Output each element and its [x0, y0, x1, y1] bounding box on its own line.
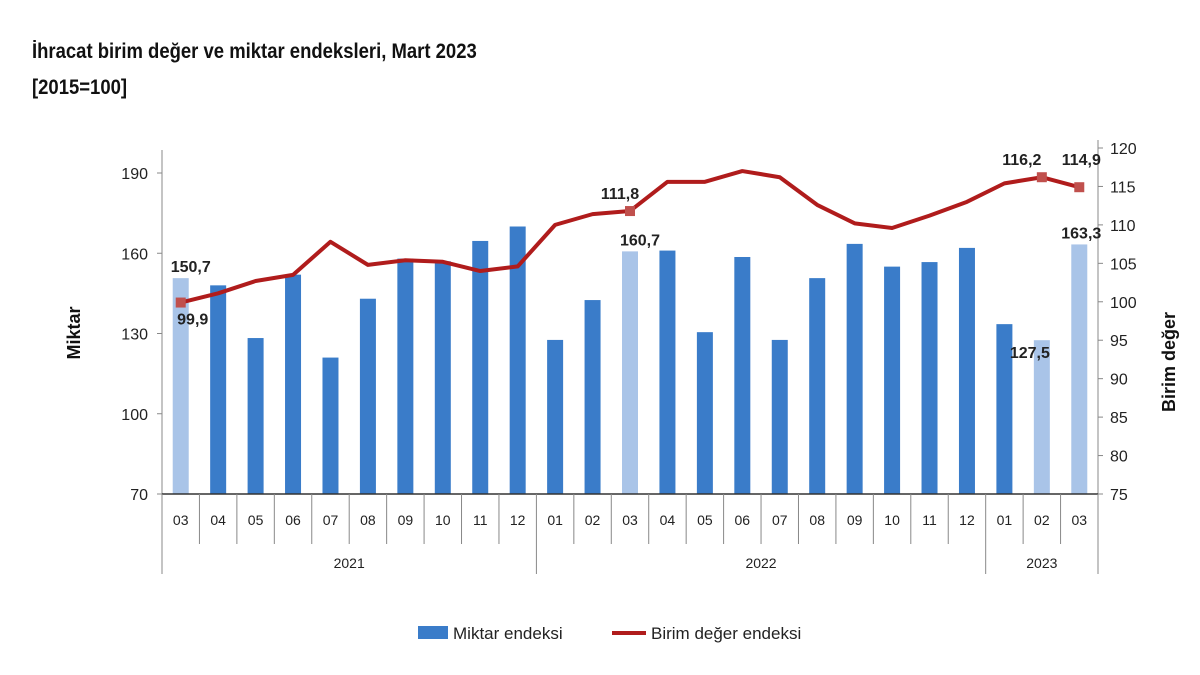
month-label: 02 [1034, 512, 1050, 528]
bar-04 [210, 285, 227, 494]
bar-10 [884, 266, 901, 494]
month-label: 04 [210, 512, 226, 528]
line-label: 99,9 [177, 312, 208, 329]
bar-03 [172, 278, 189, 494]
month-label: 12 [959, 512, 975, 528]
bar-12 [958, 247, 975, 494]
bar-05 [696, 332, 713, 494]
month-label: 02 [585, 512, 601, 528]
bar-07 [322, 357, 339, 494]
right-tick-label: 115 [1110, 179, 1136, 196]
left-tick-label: 70 [130, 487, 148, 504]
bar-02 [1033, 340, 1050, 494]
right-tick-label: 120 [1110, 141, 1137, 158]
right-tick-label: 110 [1110, 218, 1136, 235]
legend-line-label: Birim değer endeksi [651, 624, 801, 643]
month-label: 10 [435, 512, 451, 528]
line-marker-12 [625, 206, 635, 217]
right-tick-label: 95 [1110, 333, 1128, 350]
month-label: 05 [248, 512, 264, 528]
month-label: 09 [847, 512, 863, 528]
right-tick-label: 75 [1110, 487, 1128, 504]
left-tick-label: 130 [121, 327, 148, 344]
year-label: 2022 [745, 555, 776, 571]
left-tick-label: 190 [121, 166, 148, 183]
chart-title: İhracat birim değer ve miktar endeksleri… [32, 34, 477, 106]
month-label: 01 [997, 512, 1013, 528]
bar-06 [734, 256, 751, 494]
month-label: 11 [922, 512, 937, 528]
bar-label: 150,7 [171, 259, 211, 276]
bar-label: 160,7 [620, 232, 660, 249]
right-axis-title: Birim değer [1159, 312, 1179, 412]
month-label: 07 [323, 512, 339, 528]
bar-02 [584, 300, 601, 494]
bar-05 [247, 338, 264, 494]
bar-08 [809, 278, 826, 494]
bar-10 [434, 261, 451, 494]
month-label: 10 [884, 512, 900, 528]
month-label: 03 [1071, 512, 1087, 528]
month-label: 08 [360, 512, 376, 528]
line-label: 111,8 [601, 186, 639, 203]
left-tick-label: 160 [121, 246, 148, 263]
month-label: 06 [735, 512, 751, 528]
left-axis-title: Miktar [64, 306, 84, 359]
month-label: 01 [547, 512, 563, 528]
right-tick-label: 80 [1110, 449, 1128, 466]
line-marker-23 [1036, 172, 1047, 183]
year-label: 2021 [334, 555, 365, 571]
bar-01 [547, 339, 564, 494]
month-label: 04 [660, 512, 676, 528]
right-tick-label: 100 [1110, 295, 1137, 312]
line-marker-0 [175, 297, 186, 308]
bar-01 [996, 324, 1013, 494]
chart-subtitle: [2015=100] [32, 76, 128, 99]
line-label: 116,2 [1002, 152, 1041, 169]
bar-09 [846, 243, 863, 494]
bar-03 [622, 251, 638, 494]
right-tick-label: 105 [1110, 256, 1137, 273]
bar-11 [921, 262, 938, 494]
bar-12 [509, 226, 526, 494]
right-tick-label: 85 [1110, 410, 1128, 427]
bar-09 [397, 258, 414, 494]
month-label: 11 [473, 512, 488, 528]
month-label: 08 [809, 512, 825, 528]
month-label: 06 [285, 512, 301, 528]
bar-label: 127,5 [1010, 345, 1050, 362]
bar-03 [1071, 244, 1088, 494]
bar-08 [359, 298, 376, 494]
chart-title-main: İhracat birim değer ve miktar endeksleri… [32, 40, 477, 63]
legend-bar-label: Miktar endeksi [453, 624, 563, 643]
month-label: 12 [510, 512, 526, 528]
bar-06 [285, 274, 302, 494]
bar-04 [659, 250, 676, 494]
left-tick-label: 100 [121, 407, 148, 424]
month-label: 09 [398, 512, 414, 528]
month-label: 03 [173, 512, 189, 528]
line-marker-24 [1074, 182, 1085, 193]
bar-11 [472, 240, 489, 494]
month-label: 05 [697, 512, 713, 528]
bar-label: 163,3 [1061, 225, 1101, 242]
legend-bar-swatch [418, 626, 448, 639]
month-label: 03 [622, 512, 638, 528]
line-label: 114,9 [1062, 152, 1101, 169]
bar-07 [771, 339, 788, 494]
year-label: 2023 [1026, 555, 1057, 571]
month-label: 07 [772, 512, 788, 528]
right-tick-label: 90 [1110, 372, 1128, 389]
